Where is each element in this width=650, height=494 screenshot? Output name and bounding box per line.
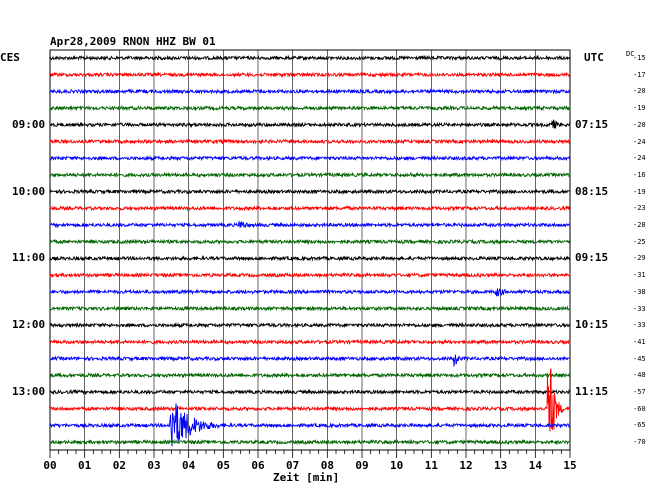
x-tick-label: 09: [355, 459, 368, 472]
trace-row-7: [49, 171, 571, 179]
left-hour-label: 11:00: [12, 251, 46, 265]
dc-offset-label: -33: [633, 321, 646, 330]
dc-offset-label: -19: [633, 104, 646, 113]
dc-offset-label: -48: [633, 371, 646, 380]
dc-offset-label: -33: [633, 304, 646, 313]
left-zone-label: CES: [0, 51, 20, 64]
left-hour-label: 10:00: [12, 184, 46, 198]
trace-row-16: [49, 321, 571, 329]
trace-row-18: [49, 354, 571, 367]
dc-offset-label: -19: [633, 187, 646, 196]
x-tick-label: 11: [425, 459, 439, 472]
dc-offset-label: -57: [633, 388, 646, 396]
dc-offset-label: -45: [633, 354, 646, 363]
chart-title: Apr28,2009 RNON HHZ BW 01: [50, 35, 216, 48]
right-hour-label: 07:15: [575, 117, 609, 131]
trace-row-11: [49, 238, 571, 246]
left-hour-label: 13:00: [12, 385, 46, 398]
x-tick-label: 12: [459, 459, 472, 472]
x-tick-label: 02: [113, 459, 126, 472]
dc-offset-label: -70: [633, 438, 646, 447]
right-hour-label: 08:15: [575, 184, 609, 198]
trace-row-5: [49, 138, 571, 145]
trace-row-10: [49, 221, 571, 229]
trace-row-2: [49, 88, 570, 95]
x-tick-label: 07: [286, 459, 299, 472]
trace-row-17: [49, 338, 571, 346]
trace-row-21: [49, 368, 571, 432]
x-tick-label: 08: [321, 459, 334, 472]
right-hour-label: 11:15: [575, 385, 609, 398]
plot-frame: [49, 49, 571, 451]
right-zone-label: UTC: [584, 51, 604, 64]
dc-offset-label: -65: [633, 421, 646, 430]
dc-offset-label: -17: [633, 70, 646, 79]
trace-row-13: [49, 271, 571, 279]
x-tick-label: 13: [494, 459, 507, 472]
x-tick-label: 10: [390, 459, 403, 472]
trace-row-15: [49, 305, 571, 312]
dc-label: DC: [626, 50, 635, 58]
dc-offset-label: -24: [633, 137, 646, 146]
dc-offset-label: -28: [633, 221, 646, 229]
dc-offset-label: -41: [633, 337, 646, 346]
dc-offset-label: -16: [633, 170, 646, 179]
dc-offset-label: -25: [633, 237, 646, 246]
trace-row-14: [49, 288, 571, 297]
trace-row-3: [49, 104, 571, 112]
left-hour-label: 09:00: [12, 117, 46, 131]
dc-offset-label: -60: [633, 404, 646, 413]
x-tick-label: 05: [217, 459, 230, 472]
x-axis-label: Zeit [min]: [273, 471, 340, 484]
dc-offset-label: -38: [633, 287, 646, 296]
x-tick-label: 04: [182, 459, 196, 472]
x-tick-label: 06: [251, 459, 265, 472]
right-hour-label: 10:15: [575, 318, 609, 332]
trace-row-22: [49, 403, 571, 447]
x-tick-label: 03: [147, 459, 160, 472]
trace-row-0: [49, 54, 571, 62]
trace-row-20: [49, 388, 571, 396]
dc-offset-label: -29: [633, 254, 646, 263]
dc-offset-label: -31: [633, 271, 646, 280]
trace-row-23: [49, 438, 571, 446]
x-tick-label: 01: [78, 459, 92, 472]
x-tick-label: 15: [563, 459, 576, 472]
dc-offset-label: -15: [633, 54, 646, 62]
x-tick-label: 14: [529, 459, 543, 472]
left-hour-label: 12:00: [12, 318, 46, 332]
trace-row-1: [49, 71, 571, 79]
trace-row-9: [49, 204, 571, 212]
trace-row-12: [49, 255, 571, 262]
trace-row-4: [49, 119, 571, 129]
trace-row-8: [49, 188, 571, 195]
right-hour-label: 09:15: [575, 251, 609, 265]
x-tick-label: 00: [43, 459, 56, 472]
trace-row-6: [49, 154, 571, 162]
dc-offset-label: -20: [633, 120, 646, 129]
trace-row-19: [49, 371, 571, 379]
dc-offset-label: -24: [633, 154, 646, 163]
dc-offset-label: -20: [633, 87, 646, 96]
dc-offset-label: -23: [633, 204, 646, 213]
